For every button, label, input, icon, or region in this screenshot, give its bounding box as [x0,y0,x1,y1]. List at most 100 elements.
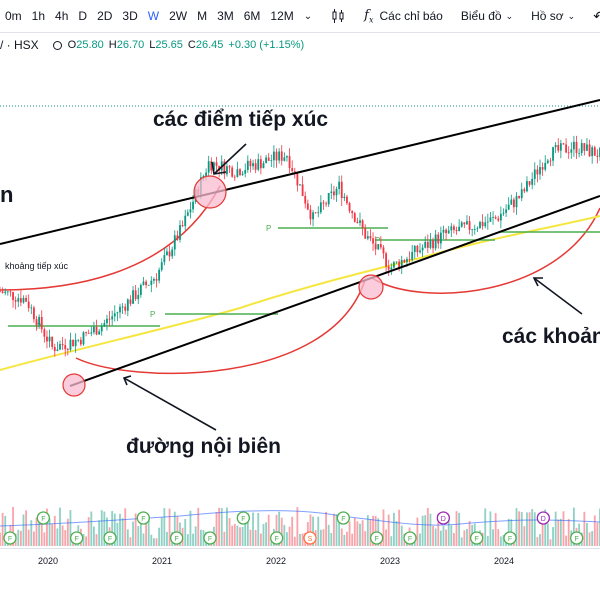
candle-body [142,281,145,285]
candle-body [291,168,294,172]
low-label: L [149,39,156,51]
interval-W[interactable]: W [147,9,160,23]
event-marker-circle[interactable] [136,511,150,525]
volume-bar [445,529,447,546]
candle-body [426,241,429,248]
symbol-name[interactable]: / · HSX [0,38,39,52]
event-marker-circle[interactable] [570,531,584,545]
candle-body [132,290,134,304]
volume-bar [439,530,442,546]
volume-bar [134,513,137,546]
interval-dropdown-chevron-icon[interactable]: ⌄ [303,10,313,22]
interval-4h[interactable]: 4h [55,9,69,23]
volume-bar [596,522,599,546]
event-marker-circle[interactable] [536,511,550,525]
volume-bar [283,524,286,546]
candle-body [499,213,502,221]
candle-body [186,212,189,216]
event-marker-circle[interactable] [36,511,50,525]
inner-channel-line[interactable] [69,195,600,387]
volume-bar [453,533,455,546]
candle-body [573,141,575,150]
interval-0m[interactable]: 0m [5,9,22,23]
candle-body [486,221,489,223]
candle-body [346,196,348,204]
interval-2W[interactable]: 2W [169,9,188,23]
candle-body [278,151,281,161]
candle-body [257,159,260,170]
event-marker-circle[interactable] [70,531,84,545]
event-marker-circle[interactable] [3,531,17,545]
interval-3D[interactable]: 3D [122,9,138,23]
event-marker-label: F [408,536,412,543]
event-marker-circle[interactable] [403,531,417,545]
event-marker-circle[interactable] [236,511,250,525]
interval-1h[interactable]: 1h [31,9,46,23]
candle-body [9,291,12,293]
event-marker-circle[interactable] [436,511,450,525]
event-marker-label: F [375,536,379,543]
event-marker-circle[interactable] [103,531,117,545]
candle-body [549,160,552,162]
interval-D[interactable]: D [78,9,88,23]
volume-bar [492,529,494,546]
close-value: 26.45 [195,39,224,51]
candle-body [43,329,46,337]
candle-body [479,221,481,229]
event-marker-circle[interactable] [470,531,484,545]
event-marker-circle[interactable] [503,531,517,545]
indicators-button[interactable]: fx Các chỉ báo [359,0,448,32]
volume-bar [1,512,4,546]
candle-body [265,157,267,164]
change-value: +0.30 (+1.15%) [228,39,305,51]
volume-bar [257,512,260,546]
pivot-marker: P [36,322,41,331]
volume-bar [98,520,101,546]
volume-bar [158,527,161,546]
interval-12M[interactable]: 12M [270,9,294,23]
profile-button[interactable]: Hồ sơ ⌄ [526,0,580,32]
candle-body [466,221,468,225]
volume-bar [56,528,59,546]
interval-3M[interactable]: 3M [217,9,234,23]
candle-body [40,316,43,330]
event-marker-label: F [208,536,212,543]
volume-bar [233,523,236,546]
event-marker-circle[interactable] [270,531,284,545]
volume-bar [22,514,25,546]
candle-body [286,156,288,158]
volume-bar [61,525,64,546]
interval-2D[interactable]: 2D [97,9,113,23]
candle-body [340,181,343,199]
candle-body [319,202,322,213]
candle-body [533,169,536,179]
candle-body [421,247,424,251]
candle-body [93,326,95,333]
volume-bar [145,522,147,546]
upper-channel-line[interactable] [0,99,600,245]
volume-bar [288,526,291,546]
chart-type-button[interactable]: Biểu đồ ⌄ [456,0,518,32]
candle-body [61,344,64,346]
volume-bar [528,512,531,546]
interval-6M[interactable]: 6M [243,9,261,23]
volume-bar [356,521,359,546]
volume-bar [231,525,234,546]
contact-point-circle [358,274,384,300]
event-marker-label: F [175,536,179,543]
candle-body [580,143,583,154]
candle-body [366,236,369,239]
event-marker-circle[interactable] [336,511,350,525]
event-marker-circle[interactable] [370,531,384,545]
event-marker-circle[interactable] [203,531,217,545]
candle-body [79,339,82,345]
interval-M[interactable]: M [197,9,208,23]
event-marker-circle[interactable] [170,531,184,545]
event-marker-circle[interactable] [303,531,317,545]
candle-body [267,157,270,161]
candle-body [153,279,155,281]
undo-icon[interactable]: ↶ [593,7,600,24]
price-chart[interactable]: P P P P F F F F F F F F F S F F F D F F D F [0,58,600,548]
candlestick-icon[interactable] [325,8,351,24]
candle-body [403,259,406,263]
